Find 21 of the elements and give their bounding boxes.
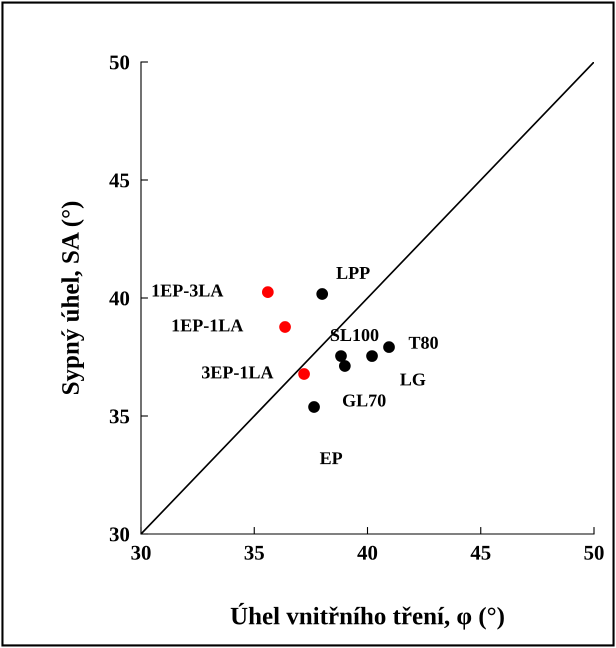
x-tick-label: 50: [584, 546, 604, 560]
y-tick-label: 50: [110, 55, 130, 70]
y-tick-label: 30: [110, 527, 130, 542]
annotation: LG: [400, 373, 426, 386]
x-tick-label: 35: [244, 546, 264, 560]
annotation: EP: [320, 452, 342, 464]
annotation: 1EP-3LA: [152, 284, 224, 297]
annotation: 1EP-1LA: [172, 319, 244, 332]
y-tick-label: 35: [110, 409, 130, 424]
x-tick-label: 30: [131, 546, 151, 560]
x-tick-label: 40: [357, 546, 378, 560]
annotation: 3EP-1LA: [202, 366, 274, 379]
annotation: T80: [408, 336, 438, 349]
y-axis-title: Sypný úhel, SA (°): [61, 202, 84, 394]
annotation: LPP: [336, 267, 370, 279]
x-tick-label: 45: [470, 546, 490, 560]
annotation: GL70: [342, 394, 386, 407]
y-tick-label: 45: [109, 174, 130, 188]
annotation: SL100: [330, 328, 378, 342]
y-tick-label: 40: [109, 291, 130, 306]
x-axis-title: Úhel vnitřního tření, φ (°): [230, 602, 504, 630]
